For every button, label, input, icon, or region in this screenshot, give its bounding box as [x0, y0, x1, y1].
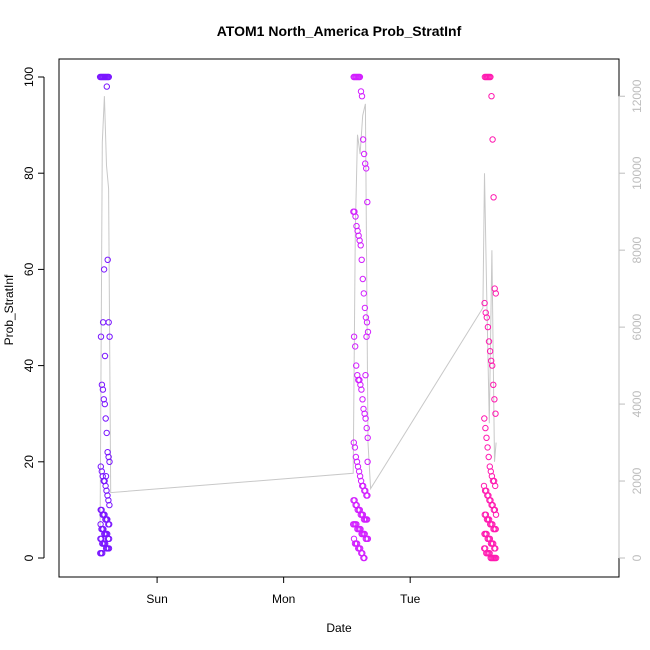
data-point	[359, 396, 366, 403]
data-point	[352, 213, 359, 220]
data-point	[105, 545, 113, 552]
data-point	[100, 266, 108, 273]
data-point	[106, 333, 113, 340]
data-point	[364, 492, 371, 499]
data-point	[105, 73, 113, 81]
y-tick-label: 60	[22, 262, 36, 276]
data-point	[106, 521, 113, 528]
data-point	[492, 482, 499, 490]
data-point	[350, 333, 358, 340]
y-tick-label: 20	[22, 455, 36, 469]
data-point	[357, 242, 364, 249]
data-point	[103, 429, 110, 437]
data-point	[492, 290, 499, 297]
data-point	[363, 165, 370, 172]
y2-tick-label: 8000	[630, 236, 644, 263]
data-point	[483, 314, 490, 321]
data-point	[489, 362, 496, 369]
data-point	[353, 362, 360, 369]
data-point	[360, 150, 368, 158]
data-point	[486, 348, 494, 355]
data-point	[361, 304, 369, 312]
data-point	[489, 136, 496, 143]
y-tick-label: 100	[22, 67, 36, 87]
data-point	[481, 299, 488, 307]
y-axis-label: Prob_StratInf	[2, 274, 16, 345]
y2-tick-label: 6000	[630, 313, 644, 340]
data-point	[359, 275, 366, 283]
data-point	[363, 424, 370, 432]
data-point	[363, 319, 371, 326]
data-point	[492, 410, 499, 417]
y2-tick-label: 4000	[630, 390, 644, 417]
data-point	[364, 535, 372, 542]
data-point	[352, 343, 359, 350]
data-point	[483, 434, 490, 441]
axes: 0 20 40 60 80 100 0 2000 4000 6000 8000 10000 12000 S…	[22, 67, 644, 606]
data-point	[363, 516, 371, 523]
y2-tick-label: 10000	[630, 156, 644, 190]
data-point	[358, 386, 365, 393]
data-point	[351, 444, 359, 451]
data-point	[481, 415, 488, 422]
data-point	[482, 424, 489, 432]
y2-tick-label: 0	[630, 554, 644, 561]
data-point	[97, 333, 105, 340]
data-point	[102, 415, 109, 422]
x-axis-label: Date	[326, 621, 352, 635]
data-point	[358, 93, 366, 100]
data-point	[104, 256, 111, 263]
data-point	[492, 525, 499, 533]
data-point	[492, 511, 500, 518]
y-tick-label: 0	[22, 554, 36, 561]
data-point	[356, 73, 364, 81]
data-point	[99, 550, 106, 557]
altitude-series	[99, 96, 497, 528]
data-point	[361, 554, 368, 562]
data-point	[485, 338, 493, 345]
data-point	[490, 194, 497, 201]
data-point	[106, 501, 113, 509]
data-point	[101, 400, 109, 408]
data-point	[490, 381, 497, 388]
y-tick-label: 80	[22, 166, 36, 180]
prob-points	[96, 73, 500, 562]
data-point	[484, 323, 492, 331]
data-point	[363, 333, 370, 340]
data-point	[105, 535, 113, 542]
data-point	[102, 473, 110, 480]
y2-tick-label: 12000	[630, 79, 644, 113]
data-point	[364, 198, 371, 206]
data-point	[362, 372, 369, 379]
plot-frame	[58, 58, 620, 578]
chart-title: ATOM1 North_America Prob_StratInf	[217, 23, 462, 39]
x-tick-label: Mon	[272, 592, 295, 606]
x-tick-label: Sun	[146, 592, 167, 606]
y-tick-label: 40	[22, 359, 36, 373]
data-point	[362, 415, 369, 422]
x-tick-label: Tue	[400, 592, 421, 606]
data-point	[358, 256, 365, 263]
altitude-line	[99, 96, 497, 528]
data-point	[106, 458, 113, 465]
data-point	[364, 434, 371, 441]
data-point	[488, 93, 495, 100]
data-point	[99, 319, 107, 326]
data-point	[103, 83, 111, 90]
data-point	[364, 458, 371, 465]
data-point	[359, 136, 367, 143]
y2-tick-label: 2000	[630, 467, 644, 494]
data-point	[487, 73, 494, 81]
data-point	[101, 352, 109, 360]
data-point	[360, 290, 367, 297]
data-point	[105, 319, 112, 326]
data-point	[492, 545, 499, 552]
data-point	[492, 554, 500, 562]
data-point	[491, 396, 498, 403]
data-point	[485, 453, 492, 461]
data-point	[484, 444, 491, 451]
data-point	[99, 386, 107, 393]
